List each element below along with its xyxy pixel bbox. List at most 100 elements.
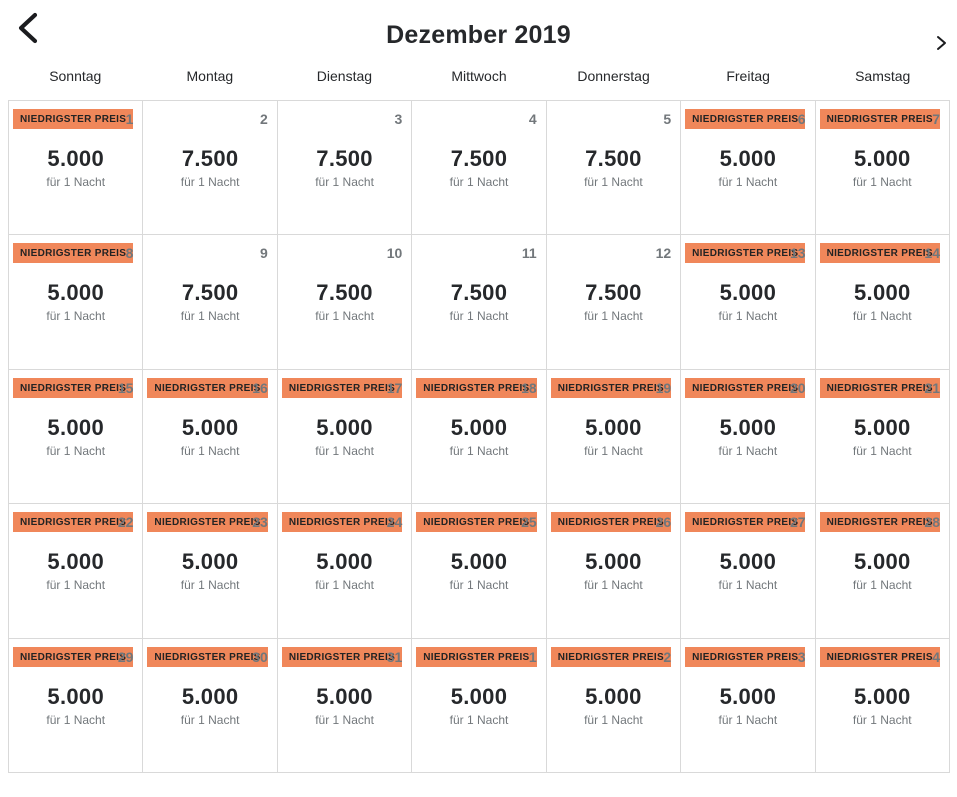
price-unit: für 1 Nacht xyxy=(852,175,912,189)
day-number: 2 xyxy=(260,111,268,127)
next-month-button[interactable] xyxy=(931,33,951,55)
price-unit: für 1 Nacht xyxy=(180,712,240,727)
weekday-header: Donnerstag xyxy=(577,68,650,84)
calendar-day-cell[interactable]: NIEDRIGSTER PREIS 6 5.000 für 1 Nacht xyxy=(681,101,816,236)
lowest-price-badge: NIEDRIGSTER PREIS xyxy=(416,512,537,533)
price-block: 7.500 für 1 Nacht xyxy=(278,146,411,189)
weekday-header: Dienstag xyxy=(316,68,373,84)
month-title: Dezember 2019 xyxy=(386,21,571,49)
price-unit: für 1 Nacht xyxy=(315,175,374,189)
day-number: 25 xyxy=(521,514,537,531)
weekday-row: Sonntag Montag Dienstag Mittwoch Donners… xyxy=(8,68,950,88)
calendar-day-cell[interactable]: NIEDRIGSTER PREIS 24 5.000 für 1 Nacht xyxy=(277,504,413,639)
calendar-day-cell[interactable]: NIEDRIGSTER PREIS 12 7.500 für 1 Nacht xyxy=(546,235,682,370)
calendar-day-cell[interactable]: NIEDRIGSTER PREIS 19 5.000 für 1 Nacht xyxy=(546,369,682,505)
day-number: 31 xyxy=(386,648,403,665)
calendar-day-cell[interactable]: NIEDRIGSTER PREIS 23 5.000 für 1 Nacht xyxy=(143,504,278,639)
price-value: 5.000 xyxy=(854,549,911,575)
price-block: 5.000 für 1 Nacht xyxy=(816,146,949,189)
day-number: 26 xyxy=(655,514,672,531)
calendar-day-cell[interactable]: NIEDRIGSTER PREIS 13 5.000 für 1 Nacht xyxy=(681,235,816,370)
price-block: 5.000 für 1 Nacht xyxy=(9,415,142,458)
calendar-day-cell[interactable]: NIEDRIGSTER PREIS 2 7.500 für 1 Nacht xyxy=(143,101,278,236)
day-number: 18 xyxy=(521,379,537,396)
price-block: 7.500 für 1 Nacht xyxy=(412,280,545,323)
weekday-header: Freitag xyxy=(726,68,770,84)
lowest-price-badge: NIEDRIGSTER PREIS xyxy=(281,377,403,398)
day-number: 28 xyxy=(924,514,940,531)
weekday-header: Mittwoch xyxy=(451,68,507,84)
calendar-day-cell[interactable]: NIEDRIGSTER PREIS 22 5.000 für 1 Nacht xyxy=(9,504,144,639)
price-value: 5.000 xyxy=(181,549,239,575)
price-value: 5.000 xyxy=(47,683,104,709)
day-number: 2 xyxy=(663,648,672,665)
price-block: 5.000 für 1 Nacht xyxy=(9,146,142,189)
calendar-day-cell[interactable]: NIEDRIGSTER PREIS 27 5.000 für 1 Nacht xyxy=(681,504,816,639)
calendar-day-cell[interactable]: NIEDRIGSTER PREIS 30 5.000 für 1 Nacht xyxy=(143,638,278,773)
calendar-day-cell[interactable]: NIEDRIGSTER PREIS 14 5.000 für 1 Nacht xyxy=(815,235,950,370)
lowest-price-badge: NIEDRIGSTER PREIS xyxy=(685,243,806,264)
price-value: 5.000 xyxy=(47,146,104,171)
day-number: 13 xyxy=(789,245,806,262)
lowest-price-badge: NIEDRIGSTER PREIS xyxy=(147,646,268,667)
calendar-day-cell[interactable]: NIEDRIGSTER PREIS 4 7.500 für 1 Nacht xyxy=(412,101,547,236)
chevron-right-icon xyxy=(935,35,948,54)
price-value: 5.000 xyxy=(316,414,373,440)
price-unit: für 1 Nacht xyxy=(852,309,912,324)
price-value: 5.000 xyxy=(854,683,911,709)
price-value: 5.000 xyxy=(585,549,642,575)
calendar-day-cell[interactable]: NIEDRIGSTER PREIS 9 7.500 für 1 Nacht xyxy=(143,235,278,370)
calendar-day-cell[interactable]: NIEDRIGSTER PREIS 15 5.000 für 1 Nacht xyxy=(9,369,144,505)
calendar-day-cell[interactable]: NIEDRIGSTER PREIS 3 5.000 für 1 Nacht xyxy=(681,638,816,773)
calendar-day-cell[interactable]: NIEDRIGSTER PREIS 17 5.000 für 1 Nacht xyxy=(277,369,413,505)
day-number: 9 xyxy=(260,245,268,262)
calendar-day-cell[interactable]: NIEDRIGSTER PREIS 7 5.000 für 1 Nacht xyxy=(815,101,950,236)
calendar-day-cell[interactable]: NIEDRIGSTER PREIS 29 5.000 für 1 Nacht xyxy=(9,638,144,773)
weekday-header: Sonntag xyxy=(49,68,102,84)
calendar-day-cell[interactable]: NIEDRIGSTER PREIS 8 5.000 für 1 Nacht xyxy=(9,235,144,370)
price-unit: für 1 Nacht xyxy=(584,578,643,593)
price-unit: für 1 Nacht xyxy=(180,578,240,593)
lowest-price-badge: NIEDRIGSTER PREIS xyxy=(819,109,940,129)
day-number: 14 xyxy=(924,245,940,262)
price-unit: für 1 Nacht xyxy=(584,443,643,458)
day-number: 12 xyxy=(655,245,672,262)
calendar-day-cell[interactable]: NIEDRIGSTER PREIS 1 5.000 für 1 Nacht xyxy=(9,101,144,236)
calendar-day-cell[interactable]: NIEDRIGSTER PREIS 31 5.000 für 1 Nacht xyxy=(277,638,413,773)
prev-month-button[interactable] xyxy=(10,10,44,48)
calendar-day-cell[interactable]: NIEDRIGSTER PREIS 21 5.000 für 1 Nacht xyxy=(815,369,950,505)
calendar-day-cell[interactable]: NIEDRIGSTER PREIS 2 5.000 für 1 Nacht xyxy=(546,638,682,773)
price-unit: für 1 Nacht xyxy=(449,578,509,593)
price-value: 5.000 xyxy=(316,683,373,709)
day-number: 1 xyxy=(528,648,537,665)
calendar-day-cell[interactable]: NIEDRIGSTER PREIS 20 5.000 für 1 Nacht xyxy=(681,369,816,505)
price-block: 5.000 für 1 Nacht xyxy=(816,280,949,323)
calendar-day-cell[interactable]: NIEDRIGSTER PREIS 5 7.500 für 1 Nacht xyxy=(546,101,682,236)
day-number: 22 xyxy=(117,514,134,531)
calendar-day-cell[interactable]: NIEDRIGSTER PREIS 28 5.000 für 1 Nacht xyxy=(815,504,950,639)
day-number: 19 xyxy=(655,379,672,396)
price-unit: für 1 Nacht xyxy=(584,175,643,189)
calendar-day-cell[interactable]: NIEDRIGSTER PREIS 16 5.000 für 1 Nacht xyxy=(143,369,278,505)
calendar-day-cell[interactable]: NIEDRIGSTER PREIS 10 7.500 für 1 Nacht xyxy=(277,235,413,370)
price-unit: für 1 Nacht xyxy=(852,443,912,458)
day-number: 21 xyxy=(924,379,940,396)
price-block: 7.500 für 1 Nacht xyxy=(547,146,680,189)
calendar-day-cell[interactable]: NIEDRIGSTER PREIS 26 5.000 für 1 Nacht xyxy=(546,504,682,639)
price-unit: für 1 Nacht xyxy=(46,578,106,593)
calendar-day-cell[interactable]: NIEDRIGSTER PREIS 4 5.000 für 1 Nacht xyxy=(815,638,950,773)
price-block: 7.500 für 1 Nacht xyxy=(412,146,545,189)
calendar-day-cell[interactable]: NIEDRIGSTER PREIS 18 5.000 für 1 Nacht xyxy=(412,369,547,505)
price-block: 5.000 für 1 Nacht xyxy=(681,684,814,727)
lowest-price-badge: NIEDRIGSTER PREIS xyxy=(550,377,671,398)
lowest-price-badge: NIEDRIGSTER PREIS xyxy=(13,512,134,533)
price-block: 5.000 für 1 Nacht xyxy=(143,549,276,592)
calendar-day-cell[interactable]: NIEDRIGSTER PREIS 11 7.500 für 1 Nacht xyxy=(412,235,547,370)
calendar-day-cell[interactable]: NIEDRIGSTER PREIS 3 7.500 für 1 Nacht xyxy=(277,101,413,236)
lowest-price-badge: NIEDRIGSTER PREIS xyxy=(281,512,403,533)
calendar-day-cell[interactable]: NIEDRIGSTER PREIS 1 5.000 für 1 Nacht xyxy=(412,638,547,773)
day-number: 3 xyxy=(394,111,403,127)
price-block: 5.000 für 1 Nacht xyxy=(278,415,411,458)
price-unit: für 1 Nacht xyxy=(718,712,778,727)
calendar-day-cell[interactable]: NIEDRIGSTER PREIS 25 5.000 für 1 Nacht xyxy=(412,504,547,639)
